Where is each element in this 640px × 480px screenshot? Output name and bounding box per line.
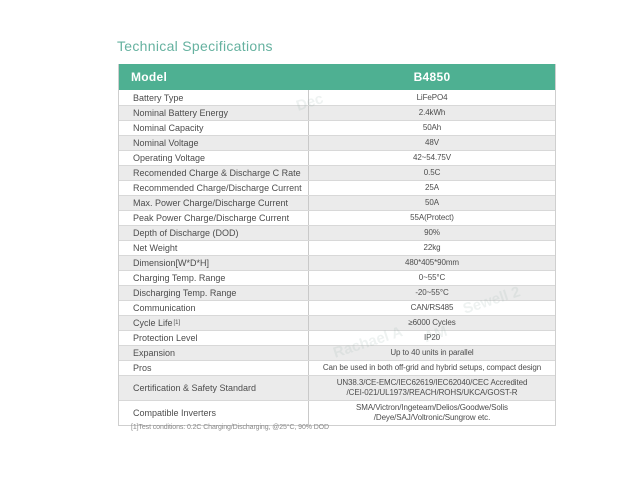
- table-row: Nominal Battery Energy 2.4kWh: [119, 105, 555, 120]
- spec-value: 48V: [425, 138, 439, 147]
- spec-value: 55A(Protect): [410, 213, 454, 222]
- table-row: Recomended Charge & Discharge C Rate 0.5C: [119, 165, 555, 180]
- table-row: Dimension[W*D*H] 480*405*90mm: [119, 255, 555, 270]
- table-row: Nominal Voltage 48V: [119, 135, 555, 150]
- spec-label: Nominal Capacity: [119, 121, 309, 135]
- spec-value: Can be used in both off-grid and hybrid …: [322, 363, 542, 372]
- table-header-row: Model B4850: [119, 64, 555, 90]
- table-row: Recommended Charge/Discharge Current 25A: [119, 180, 555, 195]
- spec-value: 2.4kWh: [418, 108, 446, 117]
- spec-label: Charging Temp. Range: [119, 271, 309, 285]
- spec-value: CAN/RS485: [410, 303, 454, 312]
- table-row: Pros Can be used in both off-grid and hyb…: [119, 360, 555, 375]
- table-row: Depth of Discharge (DOD) 90%: [119, 225, 555, 240]
- spec-value: 50Ah: [422, 123, 442, 132]
- table-row: Compatible Inverters SMA/Victron/Ingeteam…: [119, 400, 555, 425]
- spec-label: Dimension[W*D*H]: [119, 256, 309, 270]
- spec-label: Peak Power Charge/Discharge Current: [119, 211, 309, 225]
- model-header-label: Model: [131, 70, 168, 84]
- footnote-text: [1]Test conditions: 0.2C Charging/Discha…: [131, 424, 329, 431]
- table-row: Peak Power Charge/Discharge Current 55A(P…: [119, 210, 555, 225]
- spec-value: 25A: [425, 183, 439, 192]
- model-header-value: B4850: [413, 70, 451, 84]
- spec-label: Protection Level: [119, 331, 309, 345]
- table-body: Battery Type LiFePO4 Nominal Battery Energ…: [119, 90, 555, 425]
- spec-value: 480*405*90mm: [405, 258, 459, 267]
- spec-label: Certification & Safety Standard: [119, 376, 309, 400]
- table-row: Communication CAN/RS485: [119, 300, 555, 315]
- spec-value: 0~55°C: [418, 273, 446, 282]
- spec-label: Operating Voltage: [119, 151, 309, 165]
- spec-label: Recommended Charge/Discharge Current: [119, 181, 309, 195]
- table-row: Cycle Life [1] ≥6000 Cycles: [119, 315, 555, 330]
- spec-table: Model B4850 Battery Type LiFePO4 Nominal B…: [118, 64, 556, 426]
- spec-value: 22kg: [423, 243, 441, 252]
- spec-label: Nominal Voltage: [119, 136, 309, 150]
- spec-label: Cycle Life [1]: [119, 316, 309, 330]
- table-row: Protection Level IP20: [119, 330, 555, 345]
- spec-label: Battery Type: [119, 90, 309, 105]
- spec-value: Up to 40 units in parallel: [390, 348, 474, 357]
- spec-value: LiFePO4: [416, 92, 448, 102]
- spec-label: Expansion: [119, 346, 309, 360]
- table-row: Operating Voltage 42~54.75V: [119, 150, 555, 165]
- spec-value: 50A: [425, 198, 439, 207]
- spec-value: SMA/Victron/Ingeteam/Delios/Goodwe/Solis…: [356, 403, 508, 422]
- table-row: Certification & Safety Standard UN38.3/CE…: [119, 375, 555, 400]
- table-row: Charging Temp. Range 0~55°C: [119, 270, 555, 285]
- spec-label: Discharging Temp. Range: [119, 286, 309, 300]
- spec-label: Max. Power Charge/Discharge Current: [119, 196, 309, 210]
- spec-label: Compatible Inverters: [119, 401, 309, 425]
- spec-value: 90%: [424, 228, 440, 237]
- page-title: Technical Specifications: [117, 38, 273, 54]
- spec-label: Nominal Battery Energy: [119, 106, 309, 120]
- spec-label: Pros: [119, 361, 309, 375]
- spec-value: IP20: [423, 333, 441, 342]
- table-row: Nominal Capacity 50Ah: [119, 120, 555, 135]
- table-row: Net Weight 22kg: [119, 240, 555, 255]
- spec-label: Depth of Discharge (DOD): [119, 226, 309, 240]
- table-row: Battery Type LiFePO4: [119, 90, 555, 105]
- spec-label: Net Weight: [119, 241, 309, 255]
- spec-label: Communication: [119, 301, 309, 315]
- table-row: Expansion Up to 40 units in parallel: [119, 345, 555, 360]
- spec-value: UN38.3/CE-EMC/IEC62619/IEC62040/CEC Accr…: [336, 378, 528, 397]
- table-row: Discharging Temp. Range -20~55°C: [119, 285, 555, 300]
- spec-value: -20~55°C: [415, 288, 449, 297]
- footnote-marker: [1]: [173, 320, 181, 326]
- spec-value: 0.5C: [423, 168, 441, 177]
- spec-label: Recomended Charge & Discharge C Rate: [119, 166, 309, 180]
- table-row: Max. Power Charge/Discharge Current 50A: [119, 195, 555, 210]
- spec-value: ≥6000 Cycles: [408, 318, 456, 327]
- spec-value: 42~54.75V: [412, 153, 452, 162]
